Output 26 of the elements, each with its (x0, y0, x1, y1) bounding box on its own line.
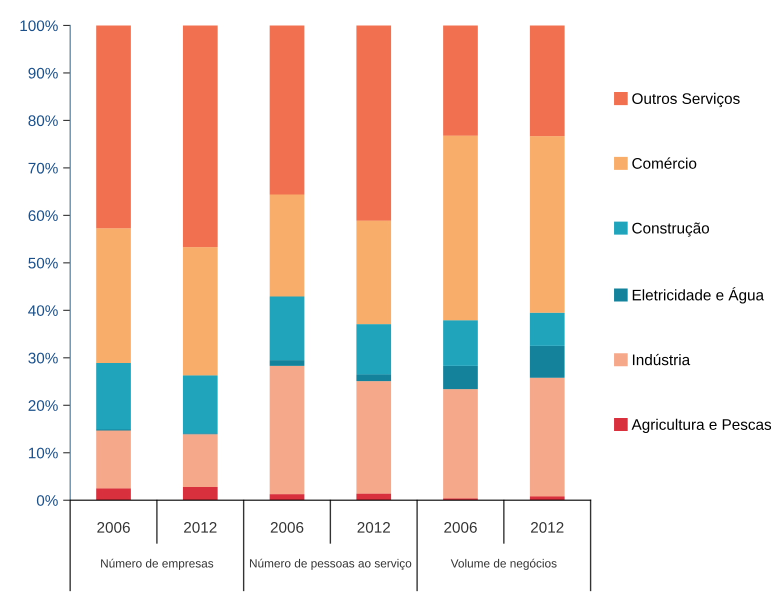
legend-label: Comércio (632, 157, 696, 169)
x-tick-label: 2006 (444, 522, 477, 533)
y-tick-label: 30% (28, 352, 58, 364)
y-tick-label: 0% (36, 495, 58, 506)
y-tick-label: 50% (28, 258, 58, 269)
legend-label: Indústria (632, 354, 690, 366)
text: Volume de negócios (450, 558, 557, 570)
y-tick-label: 90% (28, 68, 58, 79)
y-tick-label: 40% (28, 305, 58, 316)
text: Número de empresas (101, 558, 214, 570)
y-tick-label: 60% (28, 210, 58, 222)
x-tick-label: 2012 (358, 522, 390, 533)
x-tick-label: 2006 (270, 522, 304, 533)
y-tick-label: 10% (28, 448, 58, 458)
y-tick-label: 70% (28, 162, 58, 174)
legend-label: Outros Serviços (632, 92, 740, 108)
text: Número de pessoas ao serviço (250, 558, 412, 570)
x-tick-label: 2012 (184, 522, 216, 533)
y-tick-label: 20% (28, 400, 58, 411)
legend-label: Agricultura e Pescas (632, 418, 771, 433)
legend-label: Construção (632, 222, 710, 237)
legend-label: Eletricidade e Água (632, 287, 764, 304)
x-tick-label: 2006 (97, 522, 130, 533)
y-tick-label: 80% (28, 115, 58, 126)
x-tick-label: 2012 (530, 522, 564, 533)
y-tick-label: 100% (20, 20, 58, 32)
